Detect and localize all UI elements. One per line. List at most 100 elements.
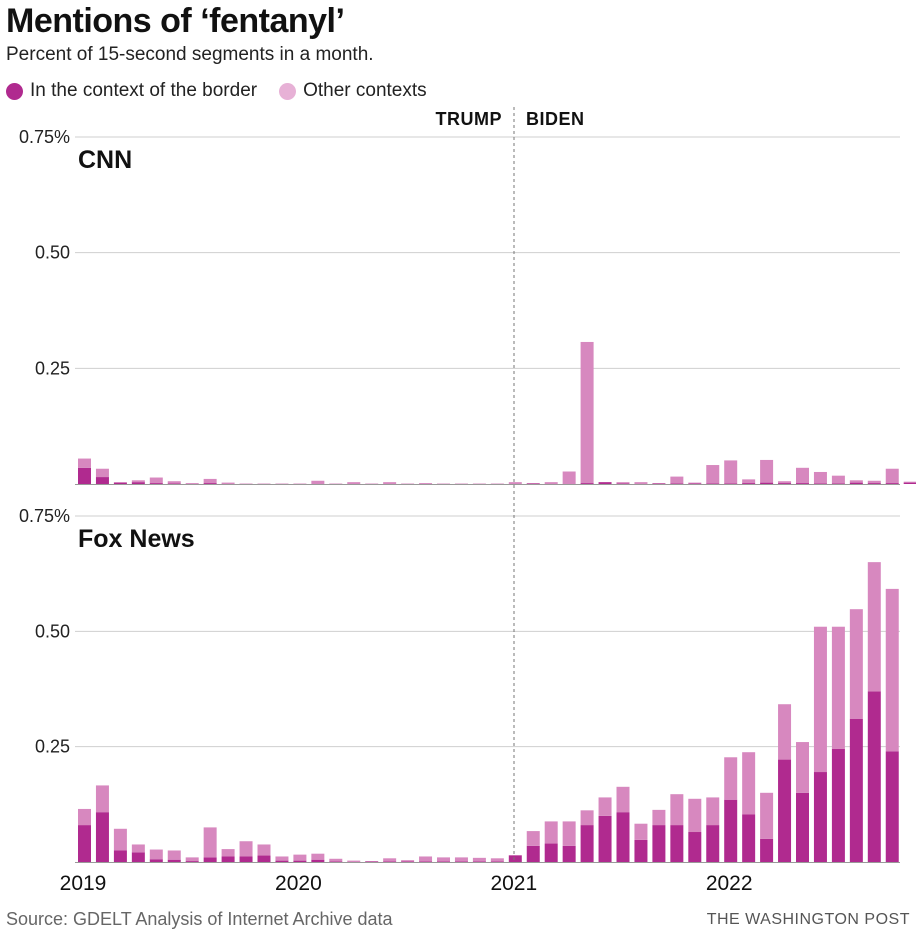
bar-other xyxy=(383,482,397,484)
bar-other xyxy=(221,849,235,857)
bar-other xyxy=(113,828,127,851)
bar-border xyxy=(167,859,181,862)
bar-other xyxy=(796,742,809,793)
bar-other xyxy=(778,481,792,484)
bar-border xyxy=(849,482,863,484)
bar-other xyxy=(688,798,702,833)
bar-border xyxy=(95,812,109,862)
bar-other xyxy=(149,849,163,860)
bar-other xyxy=(311,480,325,484)
bar-border xyxy=(849,718,863,862)
bar-other xyxy=(185,857,199,862)
x-tick-label: 2019 xyxy=(60,872,107,895)
legend-swatch-border xyxy=(6,82,23,100)
bar-other xyxy=(598,797,612,816)
bar-border xyxy=(903,482,916,484)
bar-other xyxy=(724,757,738,800)
x-tick-label: 2020 xyxy=(275,872,322,895)
legend-swatch-other xyxy=(279,82,297,100)
bar-other xyxy=(652,809,666,826)
bar-other xyxy=(634,823,648,840)
bar-other xyxy=(293,854,307,861)
bar-other xyxy=(885,588,899,752)
bar-other xyxy=(831,626,845,749)
bar-border xyxy=(706,825,720,862)
bar-border xyxy=(78,467,91,484)
bar-border xyxy=(885,751,899,862)
bar-border xyxy=(778,759,792,862)
bar-other xyxy=(221,482,235,484)
bar-border xyxy=(867,691,881,862)
bar-other xyxy=(706,465,720,484)
bar-other xyxy=(239,841,253,857)
bar-border xyxy=(724,799,738,862)
bar-other xyxy=(347,860,361,862)
bar-border xyxy=(131,852,145,862)
bar-other xyxy=(742,752,756,815)
bar-other xyxy=(849,480,863,483)
bar-other xyxy=(544,482,558,484)
bar-other xyxy=(580,341,594,484)
legend: In the context of the border Other conte… xyxy=(6,80,449,102)
bar-other xyxy=(347,482,361,484)
bar-border xyxy=(113,850,127,862)
bar-border xyxy=(544,843,558,862)
bar-border xyxy=(688,832,702,862)
bar-border xyxy=(670,825,684,862)
y-tick-label: 0.50 xyxy=(35,243,70,263)
era-label-trump: TRUMP xyxy=(436,109,503,129)
bar-other xyxy=(383,858,397,862)
bar-other xyxy=(78,458,91,468)
bar-other xyxy=(275,856,289,861)
bar-other xyxy=(419,856,433,862)
bar-other xyxy=(78,808,91,826)
bar-other xyxy=(670,476,684,484)
legend-item-border: In the context of the border xyxy=(6,80,257,102)
bar-other xyxy=(131,480,145,483)
publisher-credit: THE WASHINGTON POST xyxy=(706,911,910,928)
bar-border xyxy=(760,482,774,484)
x-tick-label: 2022 xyxy=(706,872,753,895)
y-tick-label: 0.25 xyxy=(35,358,70,378)
bar-other xyxy=(634,482,648,484)
bar-other xyxy=(203,478,217,484)
bar-other xyxy=(813,471,827,484)
legend-label-border: In the context of the border xyxy=(30,80,258,101)
bar-border xyxy=(742,483,756,484)
bar-other xyxy=(401,860,415,862)
bar-other xyxy=(796,467,809,484)
bar-other xyxy=(706,797,720,826)
bar-other xyxy=(257,844,271,856)
bar-other xyxy=(562,821,576,846)
bar-other xyxy=(526,831,540,846)
chart-title: Mentions of ‘fentanyl’ xyxy=(6,2,345,40)
source-note: Source: GDELT Analysis of Internet Archi… xyxy=(6,909,393,929)
bar-other xyxy=(688,482,702,484)
bar-other xyxy=(849,609,863,719)
bar-border xyxy=(149,483,163,484)
legend-item-other: Other contexts xyxy=(279,80,427,102)
bar-other xyxy=(831,475,845,484)
bar-other xyxy=(167,850,181,860)
bar-border xyxy=(203,483,217,484)
bar-other xyxy=(562,471,576,484)
bar-border xyxy=(885,483,899,484)
bar-other xyxy=(903,481,916,483)
bar-other xyxy=(760,459,774,483)
panel-label: CNN xyxy=(78,146,132,174)
y-tick-label: 0.75% xyxy=(19,127,70,147)
bar-border xyxy=(203,857,217,862)
bar-border xyxy=(778,483,792,484)
bar-border xyxy=(867,483,881,484)
bar-other xyxy=(580,810,594,826)
bar-other xyxy=(419,483,433,484)
bar-other xyxy=(813,626,827,773)
panel-label: Fox News xyxy=(78,525,195,553)
bar-border xyxy=(149,859,163,862)
legend-label-other: Other contexts xyxy=(303,80,427,101)
bar-border xyxy=(831,748,845,862)
bar-border xyxy=(580,825,594,862)
bar-border xyxy=(239,856,253,862)
y-tick-label: 0.75% xyxy=(19,506,70,526)
bar-other xyxy=(867,480,881,484)
